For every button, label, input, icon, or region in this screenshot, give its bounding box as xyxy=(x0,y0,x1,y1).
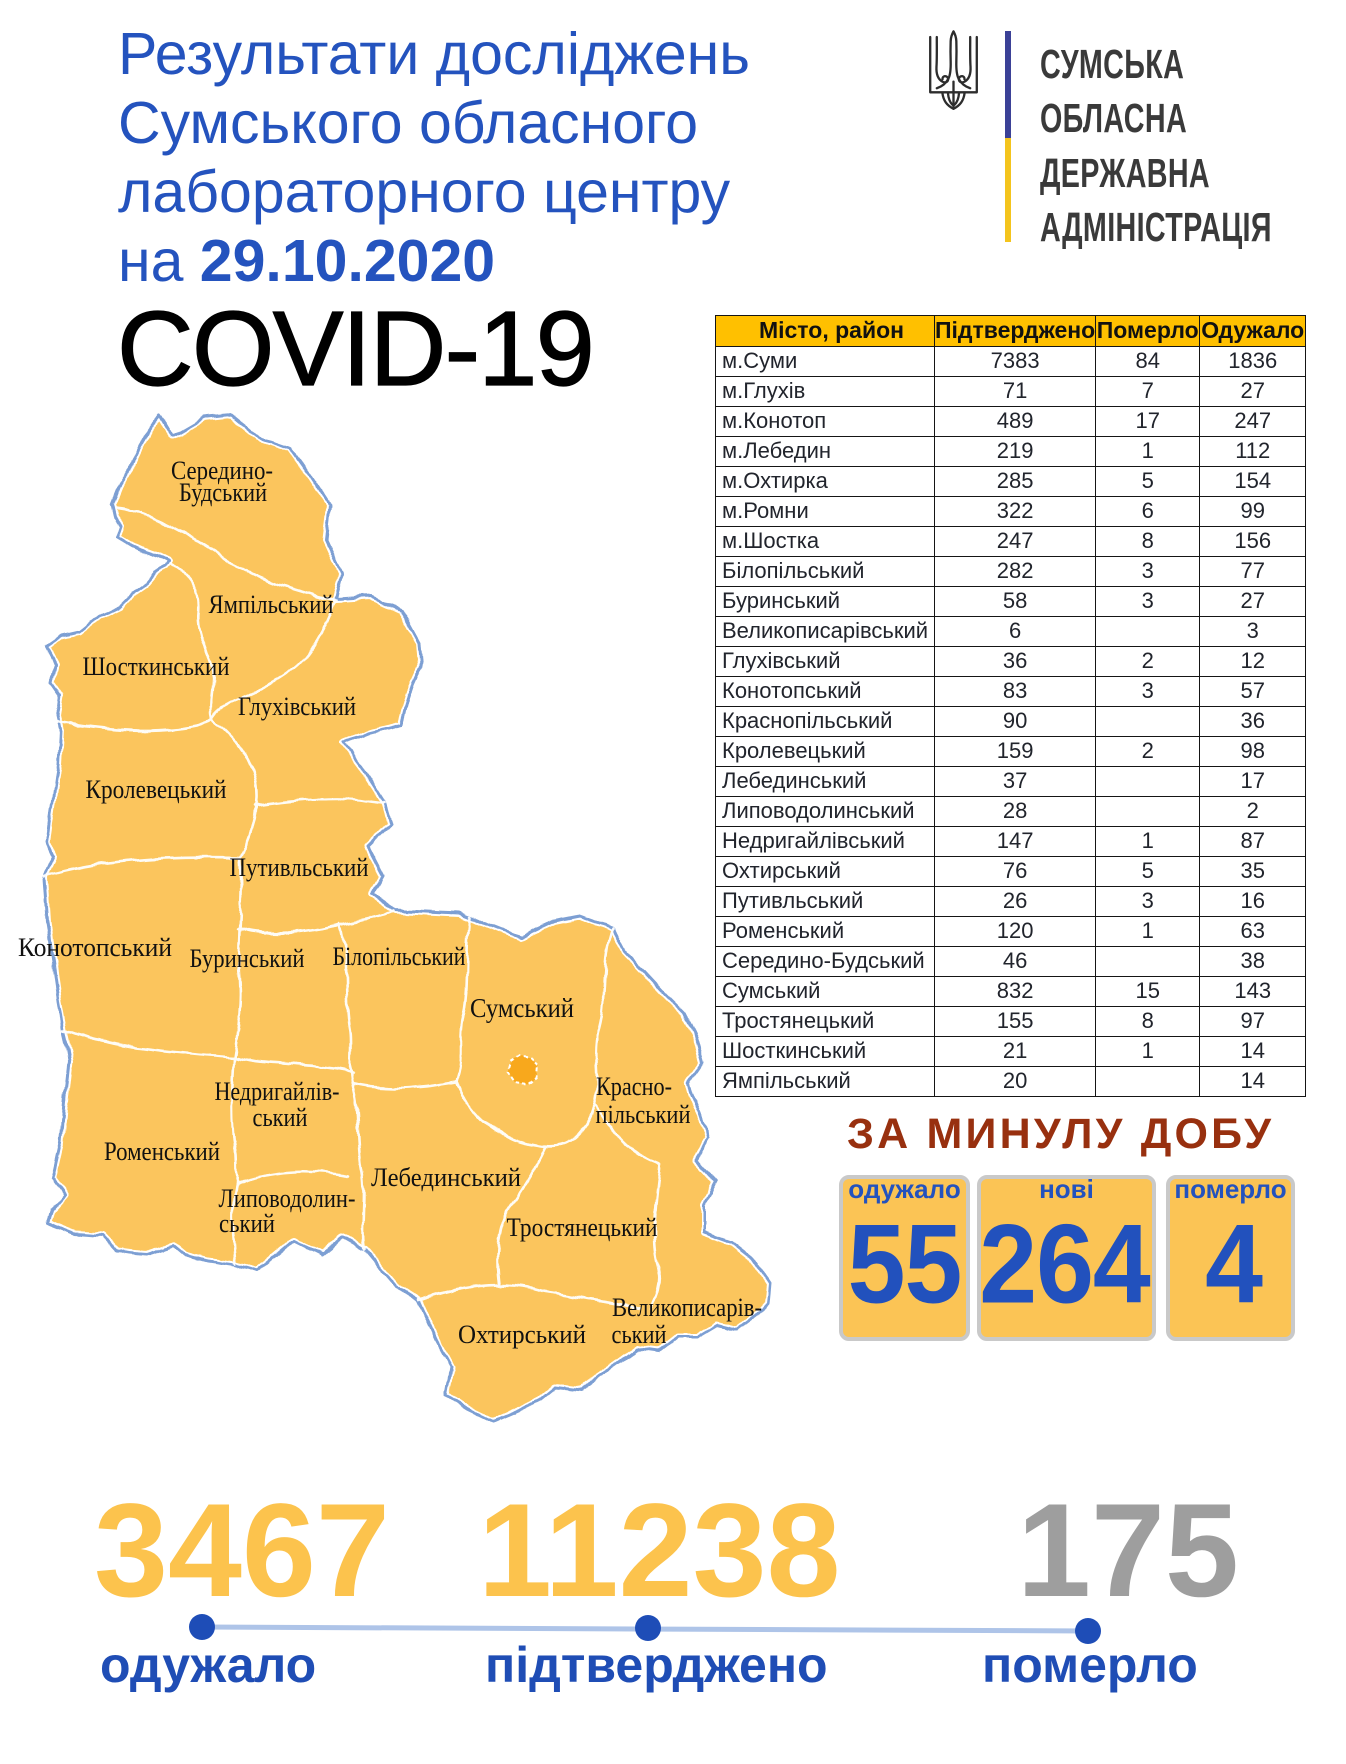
svg-text:Білопільський: Білопільський xyxy=(333,942,466,971)
svg-text:Тростянецький: Тростянецький xyxy=(507,1213,658,1242)
svg-text:Охтирський: Охтирський xyxy=(458,1320,586,1349)
svg-text:Великописарів-: Великописарів- xyxy=(612,1293,762,1322)
svg-text:Шосткинський: Шосткинський xyxy=(83,652,230,681)
svg-text:Липоводолин-: Липоводолин- xyxy=(219,1184,356,1213)
svg-text:Красно-: Красно- xyxy=(596,1072,672,1101)
svg-text:ський: ський xyxy=(219,1209,275,1238)
svg-text:Глухівський: Глухівський xyxy=(238,692,356,721)
svg-text:Путивльський: Путивльський xyxy=(230,853,369,882)
svg-text:Кролевецький: Кролевецький xyxy=(86,775,227,804)
svg-text:Ямпільський: Ямпільський xyxy=(209,590,334,619)
svg-text:Конотопський: Конотопський xyxy=(18,933,172,962)
svg-text:Лебединський: Лебединський xyxy=(371,1163,521,1192)
svg-text:пільський: пільський xyxy=(596,1100,691,1129)
svg-text:Недригайлів-: Недригайлів- xyxy=(215,1077,340,1106)
svg-text:Сумський: Сумський xyxy=(470,993,574,1023)
svg-text:Буринський: Буринський xyxy=(190,944,305,973)
svg-text:ський: ський xyxy=(253,1103,308,1132)
svg-text:Середино-: Середино- xyxy=(171,456,273,485)
svg-text:ський: ський xyxy=(612,1320,667,1349)
svg-text:Роменський: Роменський xyxy=(104,1137,220,1166)
svg-text:Будський: Будський xyxy=(179,478,267,507)
